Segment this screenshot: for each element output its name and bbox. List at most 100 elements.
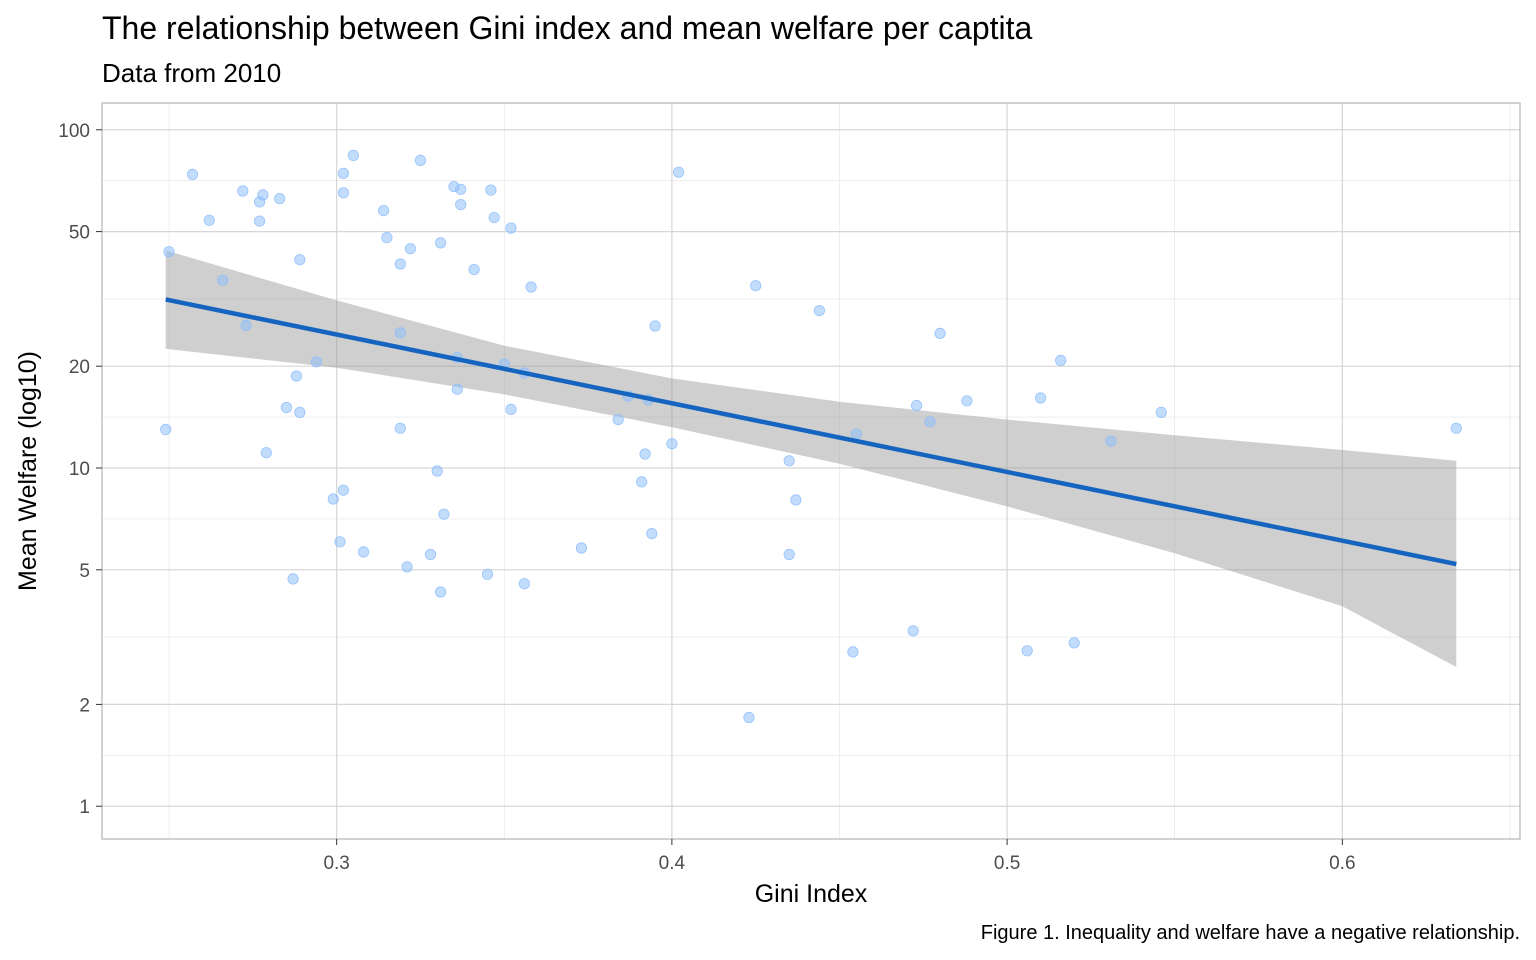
grid-lines <box>102 103 1520 839</box>
data-point <box>646 527 658 540</box>
data-point <box>401 561 413 573</box>
y-tick-label: 100 <box>58 121 90 142</box>
data-point <box>847 646 859 658</box>
data-point <box>160 423 172 436</box>
data-point <box>488 212 500 224</box>
y-tick-label: 5 <box>79 561 90 582</box>
data-point <box>357 546 370 558</box>
data-point <box>163 246 175 258</box>
data-point <box>290 370 302 382</box>
data-point <box>434 237 447 249</box>
x-tick-label: 0.4 <box>659 853 686 874</box>
data-point <box>1068 637 1080 649</box>
data-point <box>237 185 249 197</box>
data-point <box>334 536 346 548</box>
data-point <box>287 573 299 585</box>
x-axis-title: Gini Index <box>755 880 868 908</box>
fit-line-layer <box>165 297 1457 567</box>
y-tick-label: 2 <box>79 695 90 716</box>
data-point <box>468 263 480 276</box>
data-point <box>394 327 406 339</box>
data-point <box>505 403 517 415</box>
data-point <box>327 493 339 505</box>
data-point <box>750 280 762 292</box>
data-point <box>907 625 919 637</box>
data-point <box>451 383 463 395</box>
data-point <box>381 232 393 244</box>
data-point <box>337 167 349 179</box>
data-point <box>672 166 685 178</box>
data-point <box>257 189 269 201</box>
data-point <box>485 184 497 196</box>
chart-caption: Figure 1. Inequality and welfare have a … <box>980 922 1520 944</box>
data-point <box>217 274 229 286</box>
data-point <box>1450 422 1462 434</box>
data-point <box>254 215 266 227</box>
x-tick-label: 0.5 <box>994 853 1020 874</box>
data-point <box>1055 354 1067 366</box>
data-point <box>404 243 416 255</box>
data-point <box>505 222 517 234</box>
data-point <box>783 548 795 561</box>
data-point <box>203 214 215 226</box>
data-point <box>424 548 437 561</box>
y-tick-label: 1 <box>79 797 90 818</box>
data-point <box>310 356 323 368</box>
data-point <box>280 401 292 414</box>
data-point <box>347 149 359 161</box>
regression-line <box>165 297 1457 567</box>
data-point <box>337 484 349 496</box>
confidence-band <box>165 250 1457 667</box>
data-point <box>636 476 648 488</box>
data-point <box>481 568 494 580</box>
data-point <box>377 205 390 217</box>
data-point <box>649 320 661 332</box>
data-point <box>186 168 199 180</box>
data-point <box>518 578 531 590</box>
data-point <box>434 586 447 598</box>
x-tick-label: 0.3 <box>323 853 349 874</box>
data-point <box>414 154 427 166</box>
data-point <box>1035 392 1047 404</box>
data-point <box>431 465 443 477</box>
data-point <box>961 395 973 407</box>
data-point <box>1021 645 1033 657</box>
data-point <box>294 406 306 418</box>
y-tick-label: 20 <box>69 357 90 378</box>
data-points <box>160 149 1462 724</box>
y-axis-title: Mean Welfare (log10) <box>14 351 42 591</box>
data-point <box>438 508 450 520</box>
x-tick-label: 0.6 <box>1329 853 1355 874</box>
data-point <box>1105 435 1117 447</box>
chart-title: The relationship between Gini index and … <box>102 10 1033 46</box>
data-point <box>783 455 795 467</box>
data-point <box>525 281 537 293</box>
data-point <box>924 416 936 428</box>
data-point <box>337 187 349 199</box>
data-point <box>575 542 588 554</box>
data-point <box>612 413 624 426</box>
data-point <box>260 447 272 459</box>
data-point <box>813 304 826 317</box>
panel-border <box>101 102 1521 840</box>
y-tick-label: 50 <box>69 223 90 244</box>
data-point <box>455 183 467 195</box>
data-point <box>294 254 306 266</box>
y-tick-label: 10 <box>69 459 90 480</box>
data-point <box>934 327 946 339</box>
data-point <box>394 422 406 434</box>
data-point <box>666 438 678 450</box>
data-point <box>1155 406 1167 418</box>
data-point <box>743 711 755 724</box>
data-point <box>639 448 651 460</box>
data-point <box>790 494 802 506</box>
x-axis-ticks: 0.3 0.4 0.5 0.6 <box>323 839 1356 874</box>
data-point <box>274 193 286 205</box>
data-point <box>455 199 467 211</box>
data-point <box>850 428 862 440</box>
confidence-band-layer <box>165 250 1457 667</box>
chart-subtitle: Data from 2010 <box>102 58 282 88</box>
data-point <box>910 399 923 412</box>
y-axis-ticks: 1 2 5 10 20 50 100 <box>58 121 102 818</box>
